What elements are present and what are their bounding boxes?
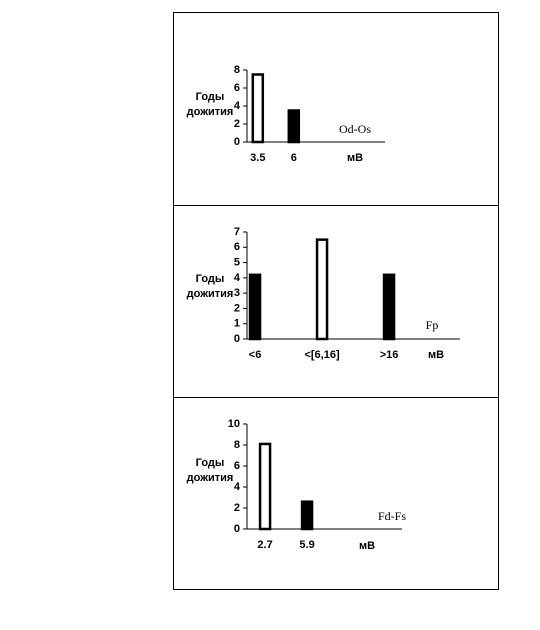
x-tick-label: 3.5 [250, 152, 265, 164]
y-tick-label: 4 [234, 481, 241, 493]
y-tick-label: 4 [234, 272, 241, 284]
bar [258, 442, 272, 531]
y-axis-label: дожития [187, 472, 234, 484]
panel-frame [173, 397, 499, 590]
y-tick-label: 1 [234, 318, 240, 330]
x-axis-label: мВ [347, 152, 363, 164]
y-tick-label: 0 [234, 333, 240, 345]
y-tick-label: 5 [234, 256, 240, 268]
y-tick-label: 10 [228, 418, 240, 430]
y-tick-label: 0 [234, 523, 240, 535]
y-tick-label: 2 [234, 118, 240, 130]
annotation: Fp [426, 318, 439, 332]
x-axis-label: мВ [428, 349, 444, 361]
x-tick-label: >16 [380, 349, 399, 361]
bar [382, 273, 396, 341]
y-tick-label: 4 [234, 100, 241, 112]
bar [287, 109, 301, 144]
annotation: Od-Os [339, 122, 371, 136]
bar [300, 500, 314, 531]
y-axis-label: дожития [187, 288, 234, 300]
y-axis-label: Годы [196, 91, 225, 103]
y-tick-label: 8 [234, 64, 240, 76]
panel-frame [173, 205, 499, 398]
y-tick-label: 8 [234, 439, 240, 451]
y-tick-label: 2 [234, 502, 240, 514]
x-tick-label: 5.9 [299, 539, 314, 551]
x-tick-label: <[6,16] [304, 349, 339, 361]
y-tick-label: 2 [234, 302, 240, 314]
x-tick-label: <6 [249, 349, 262, 361]
y-tick-label: 6 [234, 82, 240, 94]
bar [251, 73, 265, 144]
y-tick-label: 3 [234, 287, 240, 299]
y-tick-label: 6 [234, 241, 240, 253]
y-axis-label: дожития [187, 106, 234, 118]
x-tick-label: 2.7 [257, 539, 272, 551]
x-axis-label: мВ [359, 540, 375, 552]
y-tick-label: 0 [234, 136, 240, 148]
annotation: Fd-Fs [378, 509, 406, 523]
bar [248, 273, 262, 341]
x-tick-label: 6 [291, 152, 297, 164]
y-tick-label: 6 [234, 460, 240, 472]
bar [315, 238, 329, 341]
y-axis-label: Годы [196, 273, 225, 285]
y-tick-label: 7 [234, 226, 240, 238]
y-axis-label: Годы [196, 457, 225, 469]
